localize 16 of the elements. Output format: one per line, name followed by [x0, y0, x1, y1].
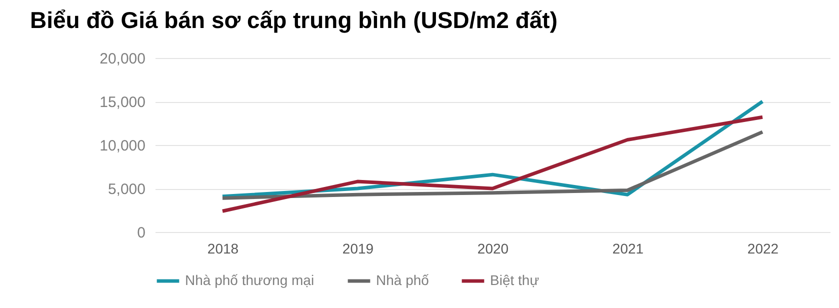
x-tick-label: 2020	[477, 240, 509, 256]
y-tick-label: 0	[137, 224, 146, 242]
y-tick-label: 5,000	[108, 181, 146, 198]
y-tick-label: 15,000	[100, 94, 146, 111]
x-tick-label: 2019	[342, 240, 374, 256]
x-tick-label: 2021	[612, 240, 644, 256]
legend-label: Biệt thự	[490, 272, 540, 288]
line-series	[220, 130, 764, 200]
legend-label: Nhà phố	[376, 272, 430, 288]
x-tick-label: 2022	[747, 240, 779, 256]
x-tick-label: 2018	[207, 240, 239, 256]
legend-label: Nhà phố thương mại	[185, 272, 314, 288]
y-tick-label: 10,000	[100, 138, 146, 154]
line-series	[220, 115, 764, 213]
chart-title: Biểu đồ Giá bán sơ cấp trung bình (USD/m2 đất)	[30, 7, 558, 33]
y-tick-label: 20,000	[100, 50, 146, 68]
